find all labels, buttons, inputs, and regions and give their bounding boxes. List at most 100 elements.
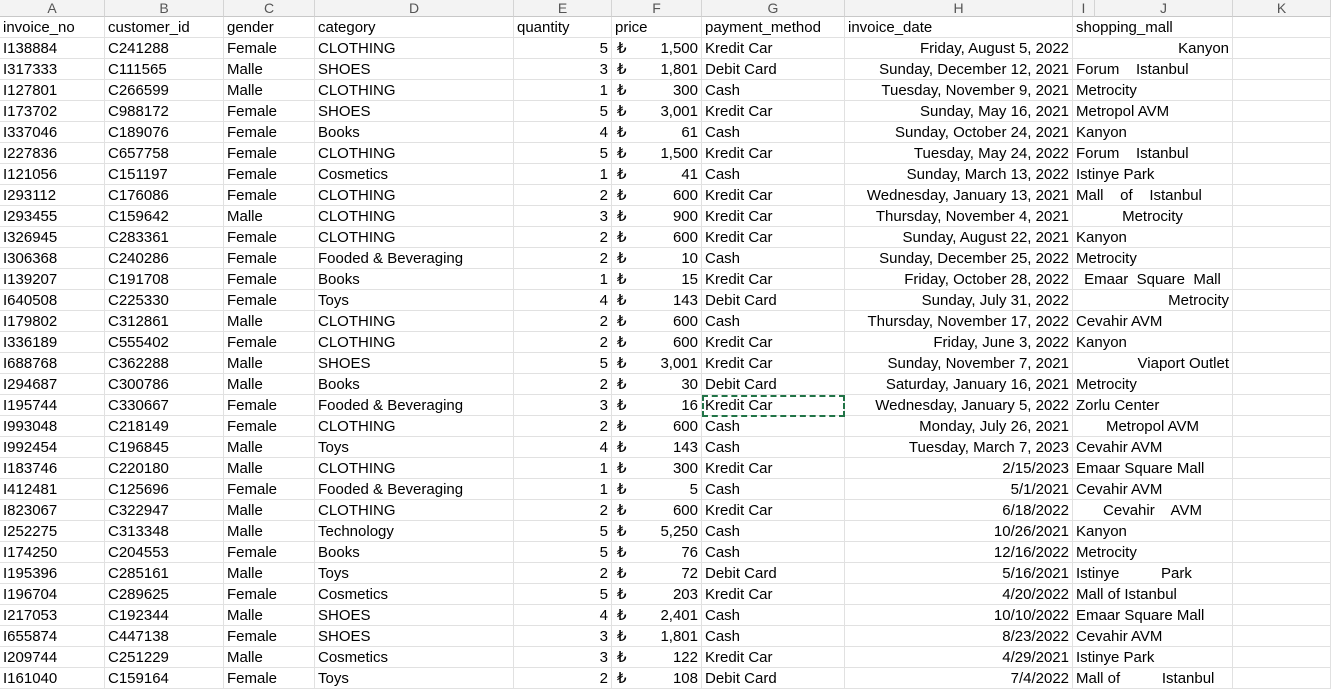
table-cell[interactable]: Malle [224,206,315,227]
table-cell[interactable]: Toys [315,563,514,584]
table-cell[interactable]: C362288 [105,353,224,374]
table-cell[interactable]: Debit Card [702,374,845,395]
table-cell[interactable]: ₺ 900 [612,206,702,227]
empty-cell[interactable] [1233,101,1331,122]
table-cell[interactable]: Kredit Car [702,38,845,59]
table-cell[interactable]: ₺ 300 [612,458,702,479]
empty-cell[interactable] [1233,521,1331,542]
table-cell[interactable]: Sunday, May 16, 2021 [845,101,1073,122]
table-cell[interactable]: Malle [224,521,315,542]
column-header-a[interactable]: A [0,0,105,17]
table-cell[interactable]: Friday, June 3, 2022 [845,332,1073,353]
table-cell[interactable]: 5 [514,143,612,164]
table-cell[interactable]: Cash [702,122,845,143]
table-cell[interactable]: Female [224,395,315,416]
empty-cell[interactable] [1233,332,1331,353]
table-cell[interactable]: C447138 [105,626,224,647]
empty-cell[interactable] [1233,185,1331,206]
table-cell[interactable]: CLOTHING [315,80,514,101]
column-header-f[interactable]: F [612,0,702,17]
table-cell[interactable]: 3 [514,59,612,80]
table-cell[interactable]: C191708 [105,269,224,290]
table-cell[interactable]: 1 [514,458,612,479]
table-cell[interactable]: 2 [514,668,612,689]
table-cell[interactable]: C176086 [105,185,224,206]
table-cell[interactable]: Forum Istanbul [1073,143,1233,164]
table-cell[interactable]: SHOES [315,353,514,374]
table-cell[interactable]: Malle [224,563,315,584]
table-cell[interactable]: 1 [514,269,612,290]
table-cell[interactable]: Istinye Park [1073,563,1233,584]
table-cell[interactable]: 5 [514,353,612,374]
table-cell[interactable]: 7/4/2022 [845,668,1073,689]
table-cell[interactable]: ₺ 600 [612,332,702,353]
table-cell[interactable]: Emaar Square Mall [1073,269,1233,290]
table-cell[interactable]: C159164 [105,668,224,689]
table-cell[interactable]: Malle [224,311,315,332]
table-cell[interactable]: Female [224,416,315,437]
table-cell[interactable]: SHOES [315,101,514,122]
table-cell[interactable]: Cevahir AVM [1073,626,1233,647]
table-cell[interactable]: Emaar Square Mall [1073,458,1233,479]
table-cell[interactable]: ₺ 5 [612,479,702,500]
table-cell[interactable]: I179802 [0,311,105,332]
table-cell[interactable]: I121056 [0,164,105,185]
table-cell[interactable]: Female [224,542,315,563]
table-cell[interactable]: 5/1/2021 [845,479,1073,500]
table-cell[interactable]: Cash [702,626,845,647]
table-cell[interactable]: Technology [315,521,514,542]
empty-cell[interactable] [1233,647,1331,668]
table-cell[interactable]: 4/20/2022 [845,584,1073,605]
table-cell[interactable]: Fooded & Beveraging [315,395,514,416]
table-cell[interactable]: ₺ 1,500 [612,38,702,59]
table-cell[interactable]: ₺ 61 [612,122,702,143]
table-cell[interactable]: Debit Card [702,563,845,584]
table-cell[interactable]: ₺ 76 [612,542,702,563]
header-cell-customer-id[interactable]: customer_id [105,17,224,38]
table-cell[interactable]: 1 [514,164,612,185]
table-cell[interactable]: C241288 [105,38,224,59]
table-cell[interactable]: Wednesday, January 5, 2022 [845,395,1073,416]
table-cell[interactable]: Female [224,164,315,185]
table-cell[interactable]: 3 [514,647,612,668]
empty-cell[interactable] [1233,437,1331,458]
table-cell[interactable]: Metrocity [1073,248,1233,269]
table-cell[interactable]: Cevahir AVM [1073,437,1233,458]
empty-cell[interactable] [1233,626,1331,647]
header-cell-quantity[interactable]: quantity [514,17,612,38]
table-cell[interactable]: 2 [514,311,612,332]
table-cell[interactable]: Malle [224,605,315,626]
table-cell[interactable]: ₺ 1,500 [612,143,702,164]
table-cell[interactable]: C111565 [105,59,224,80]
empty-cell[interactable] [1233,605,1331,626]
table-cell[interactable]: C988172 [105,101,224,122]
table-cell[interactable]: Malle [224,437,315,458]
table-cell[interactable]: ₺ 1,801 [612,59,702,80]
table-cell[interactable]: CLOTHING [315,416,514,437]
table-cell[interactable]: I196704 [0,584,105,605]
table-cell[interactable]: Female [224,479,315,500]
table-cell[interactable]: Sunday, December 12, 2021 [845,59,1073,80]
table-cell[interactable]: CLOTHING [315,143,514,164]
table-cell[interactable]: Cash [702,248,845,269]
table-cell[interactable]: CLOTHING [315,185,514,206]
table-cell[interactable]: Viaport Outlet [1073,353,1233,374]
table-cell[interactable]: Kredit Car [702,101,845,122]
table-cell[interactable]: Metropol AVM [1073,101,1233,122]
table-cell[interactable]: 3 [514,395,612,416]
table-cell[interactable]: 4 [514,605,612,626]
header-cell-category[interactable]: category [315,17,514,38]
table-cell[interactable]: ₺ 16 [612,395,702,416]
table-cell[interactable]: Metrocity [1073,206,1233,227]
column-header-e[interactable]: E [514,0,612,17]
table-cell[interactable]: C204553 [105,542,224,563]
table-cell[interactable]: I183746 [0,458,105,479]
table-cell[interactable]: I655874 [0,626,105,647]
table-cell[interactable]: Cevahir AVM [1073,479,1233,500]
table-cell[interactable]: Sunday, December 25, 2022 [845,248,1073,269]
table-cell[interactable]: C225330 [105,290,224,311]
table-cell[interactable]: Cash [702,80,845,101]
header-cell-payment-method[interactable]: payment_method [702,17,845,38]
table-cell[interactable]: CLOTHING [315,206,514,227]
